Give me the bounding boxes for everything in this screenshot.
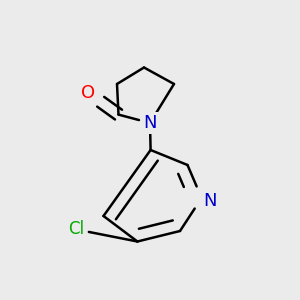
- Text: Cl: Cl: [68, 220, 85, 238]
- Text: N: N: [143, 114, 157, 132]
- Text: N: N: [203, 192, 217, 210]
- Text: O: O: [81, 84, 96, 102]
